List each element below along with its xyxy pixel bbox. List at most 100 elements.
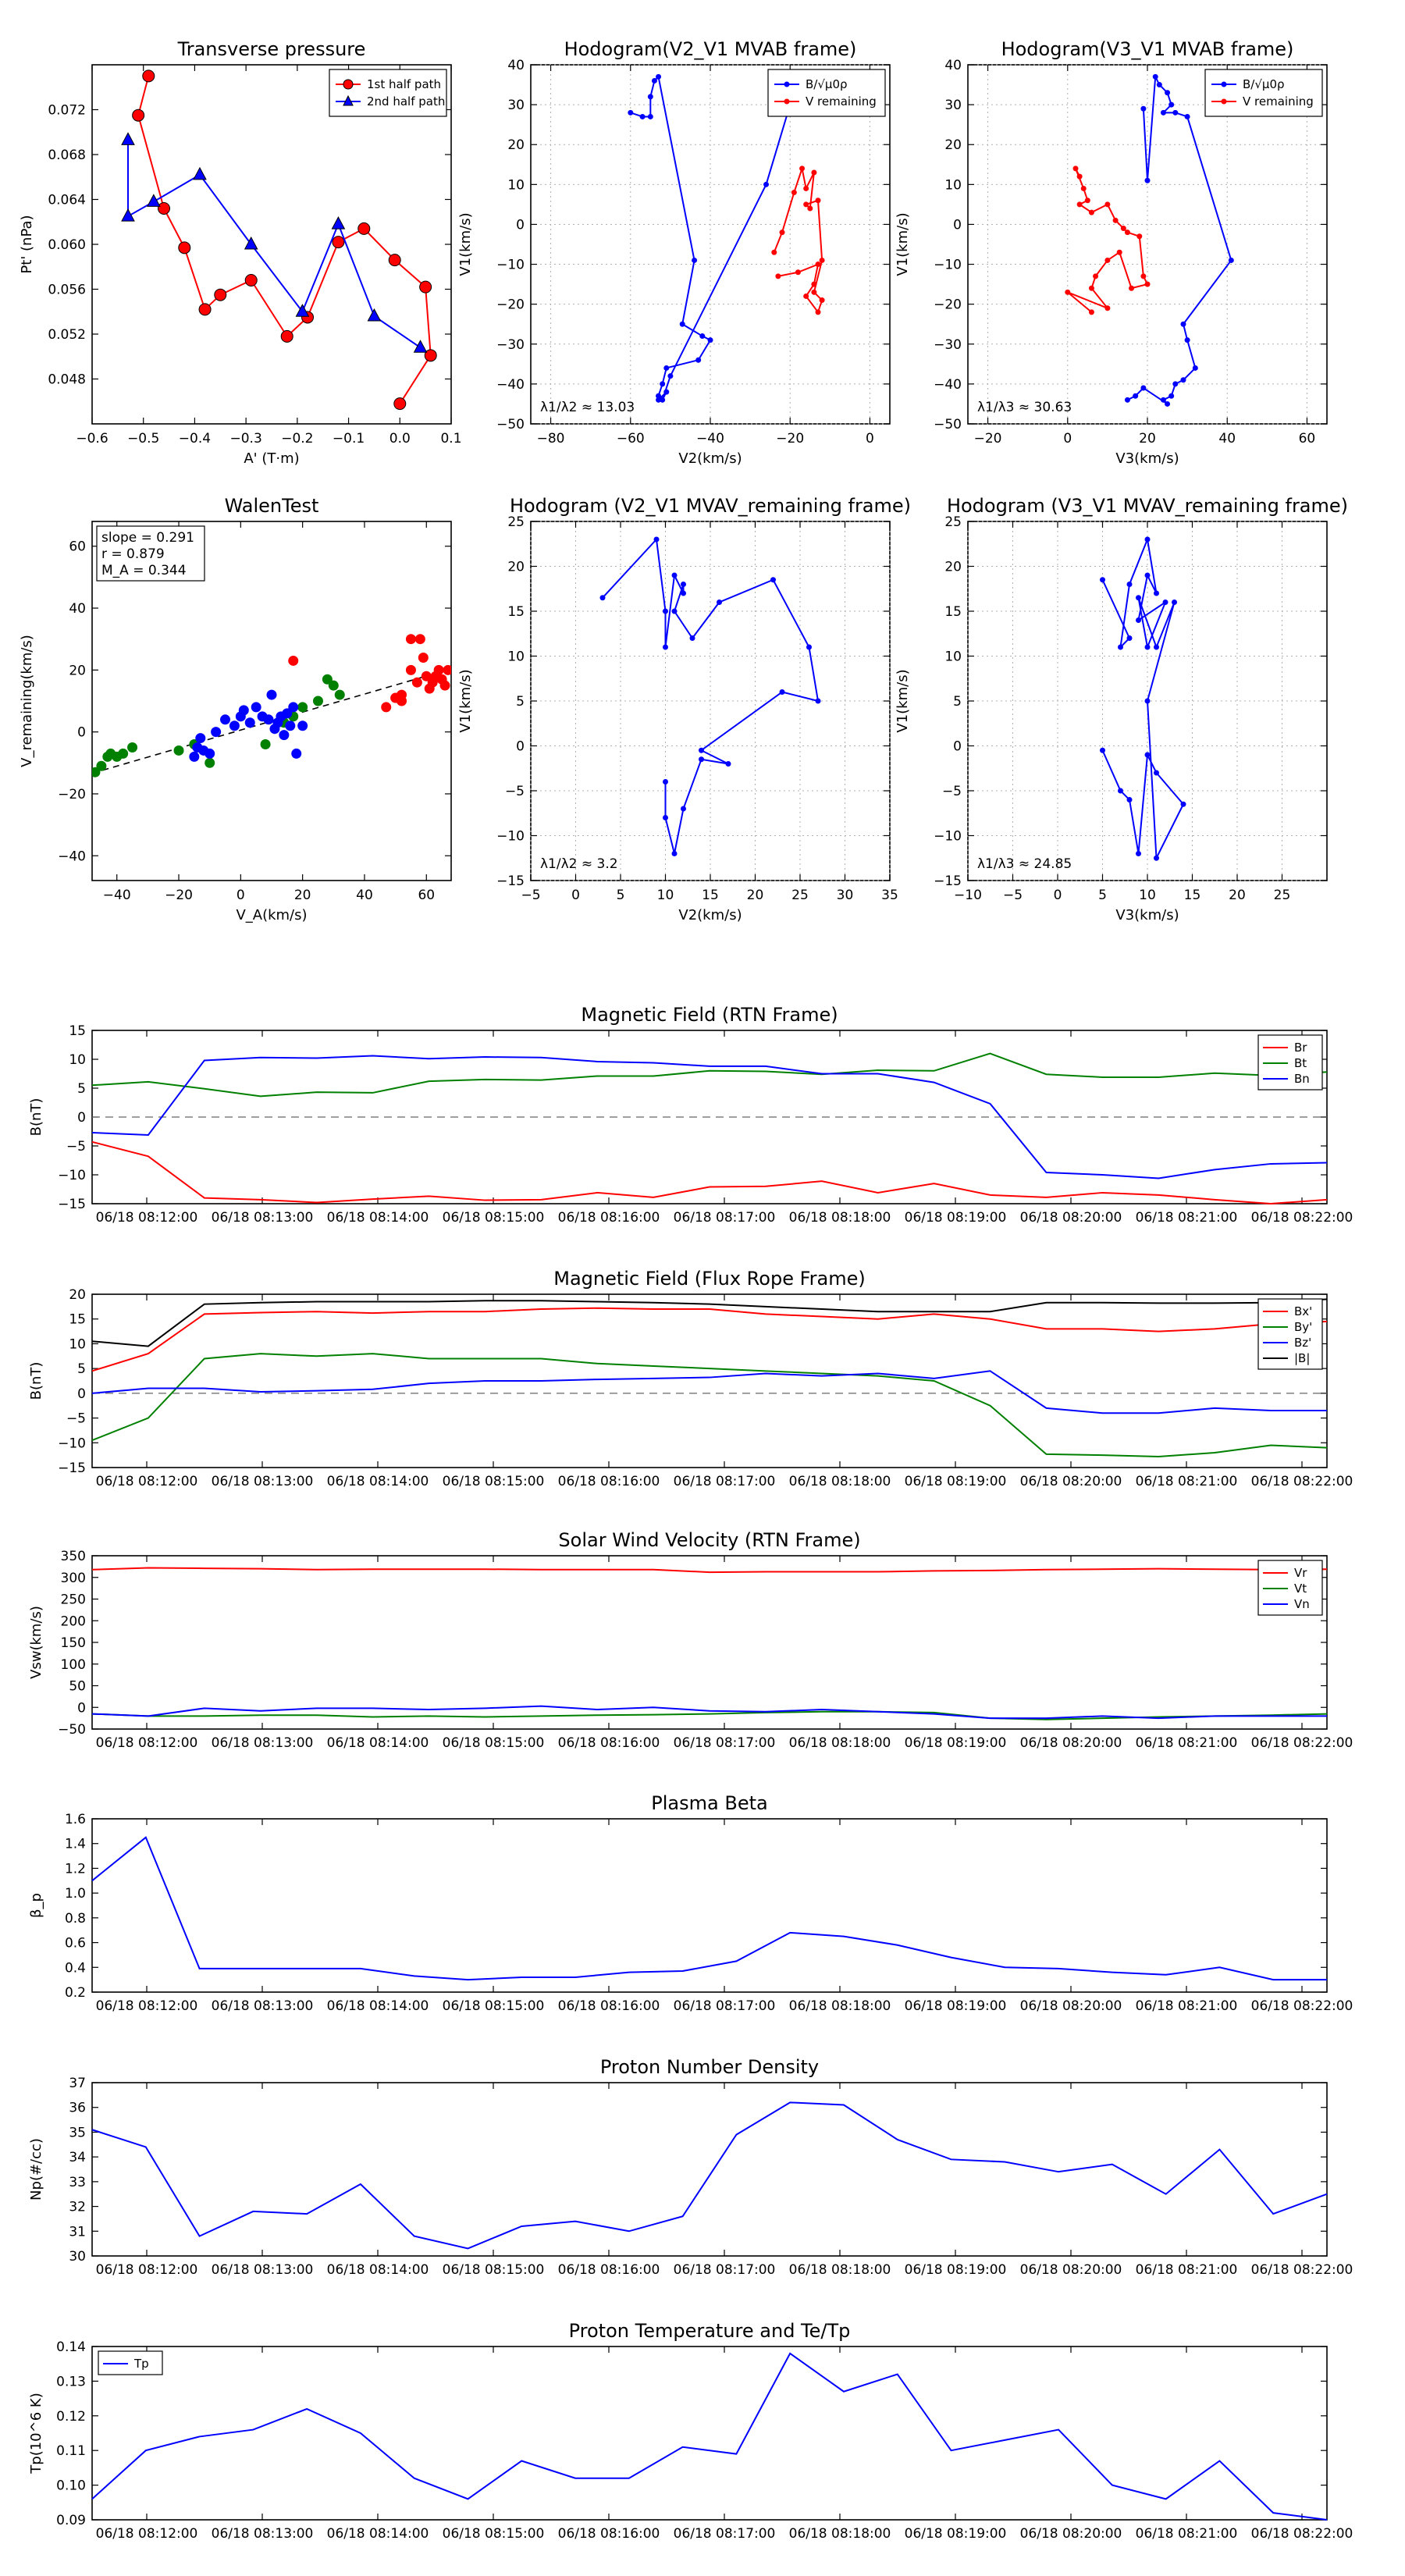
x-axis-label: V2(km/s) [678, 450, 742, 467]
data-point [1172, 600, 1177, 605]
legend-marker [784, 98, 790, 105]
y-tick-label: 0.4 [65, 1960, 86, 1976]
y-tick-label: 20 [507, 137, 525, 153]
data-point [198, 303, 212, 316]
y-tick-label: −15 [58, 1461, 86, 1476]
y-tick-label: 35 [69, 2125, 86, 2140]
scatter-point [266, 689, 277, 700]
x-axis-label: V2(km/s) [678, 907, 742, 923]
x-tick-label: 06/18 08:16:00 [558, 2526, 660, 2542]
y-tick-label: 20 [944, 137, 962, 153]
y-tick-label: −20 [496, 297, 525, 313]
y-tick-label: −10 [58, 1436, 86, 1451]
y-tick-label: 20 [69, 663, 86, 678]
data-point [725, 761, 731, 767]
chart-title: WalenTest [225, 495, 319, 517]
data-point [1104, 305, 1111, 311]
data-point [1184, 113, 1190, 119]
y-axis-label: Vsw(km/s) [28, 1606, 44, 1679]
legend-label: Bn [1294, 1072, 1310, 1086]
y-tick-label: 0 [77, 1700, 86, 1716]
eigenvalue-ratio: λ1/λ3 ≈ 30.63 [977, 400, 1072, 415]
y-tick-label: 10 [69, 1052, 86, 1068]
scatter-point [279, 730, 290, 741]
chart-title: Hodogram(V2_V1 MVAB frame) [564, 38, 857, 60]
x-tick-label: 06/18 08:22:00 [1251, 1998, 1353, 2014]
data-point [663, 608, 668, 614]
scatter-point [229, 720, 240, 731]
y-tick-label: −10 [496, 829, 525, 845]
x-tick-label: 0 [571, 888, 580, 903]
series-line-vt [91, 1710, 1328, 1720]
data-point [1156, 82, 1162, 88]
legend-label: Bz' [1294, 1336, 1311, 1350]
y-axis-label: V1(km/s) [895, 669, 911, 732]
x-tick-label: 06/18 08:12:00 [96, 1474, 198, 1489]
y-tick-label: 25 [944, 514, 962, 530]
y-tick-label: 1.0 [65, 1886, 86, 1902]
axes-frame [91, 521, 452, 881]
x-tick-label: 5 [617, 888, 625, 903]
y-axis-label: V_remaining(km/s) [19, 635, 35, 767]
data-point [811, 281, 817, 287]
y-tick-label: 20 [507, 560, 525, 575]
x-tick-label: 06/18 08:12:00 [96, 1998, 198, 2014]
y-tick-label: −40 [496, 377, 525, 393]
legend-label: Vn [1294, 1597, 1310, 1611]
x-tick-label: 06/18 08:16:00 [558, 1210, 660, 1226]
legend-label: B/√μ0ρ [806, 77, 848, 91]
frame-hodo_v3v1_mvab: Hodogram(V3_V1 MVAB frame) [967, 38, 1328, 425]
chart-velocity: Solar Wind Velocity (RTN Frame) −50 0 50 100… [28, 1529, 1353, 1751]
x-tick-label: 06/18 08:13:00 [212, 2526, 314, 2542]
x-tick-label: 06/18 08:16:00 [558, 2262, 660, 2278]
series-line-bn [91, 1055, 1328, 1179]
x-tick-label: −80 [537, 431, 565, 447]
axes-frame [91, 64, 452, 425]
scatter-point [381, 702, 392, 713]
x-tick-label: 06/18 08:20:00 [1020, 1735, 1122, 1751]
data-point [807, 205, 813, 212]
data-point [779, 689, 785, 695]
y-tick-label: −30 [496, 337, 525, 353]
scatter-point [411, 677, 422, 688]
y-tick-label: 0.068 [48, 148, 86, 163]
data-point [639, 113, 646, 119]
scatter-point [189, 751, 200, 762]
chart-title: Proton Temperature and Te/Tp [569, 2320, 851, 2342]
axes-frame [91, 2346, 1328, 2521]
data-point [815, 698, 821, 704]
scatter-point [328, 680, 339, 691]
x-tick-label: 06/18 08:19:00 [905, 1210, 1007, 1226]
series-line-vr [91, 1567, 1328, 1574]
y-tick-label: −15 [58, 1197, 86, 1212]
y-tick-label: 0.10 [56, 2478, 86, 2494]
chart-title: Solar Wind Velocity (RTN Frame) [558, 1529, 860, 1551]
scatter-point [205, 757, 215, 768]
data-point [819, 257, 825, 263]
y-tick-label: 200 [61, 1614, 86, 1629]
series-line-b-0- [1126, 73, 1232, 405]
data-point [1228, 257, 1234, 263]
x-tick-label: 06/18 08:12:00 [96, 2526, 198, 2542]
x-tick-label: 06/18 08:19:00 [905, 2526, 1007, 2542]
chart-bfield_rtn: Magnetic Field (RTN Frame) −15 −10 −5 0 5 10 15… [28, 1004, 1353, 1226]
y-tick-label: 5 [77, 1081, 86, 1097]
x-tick-label: −0.2 [281, 431, 313, 447]
y-tick-label: 0 [953, 739, 962, 755]
x-tick-label: 06/18 08:13:00 [212, 1998, 314, 2014]
y-tick-label: 0 [77, 1110, 86, 1126]
y-tick-label: 10 [944, 649, 962, 665]
data-point [147, 194, 161, 207]
stats-line: slope = 0.291 [101, 530, 194, 546]
data-point [671, 608, 678, 614]
x-tick-label: 06/18 08:16:00 [558, 1998, 660, 2014]
x-tick-label: 06/18 08:22:00 [1251, 2526, 1353, 2542]
y-tick-label: 40 [69, 601, 86, 617]
legend-marker [1221, 98, 1227, 105]
x-tick-label: 06/18 08:22:00 [1251, 1735, 1353, 1751]
data-point [1140, 385, 1147, 391]
data-point [663, 779, 668, 785]
x-tick-label: 06/18 08:21:00 [1136, 1735, 1238, 1751]
legend-marker [784, 81, 790, 87]
data-point [1180, 377, 1186, 383]
